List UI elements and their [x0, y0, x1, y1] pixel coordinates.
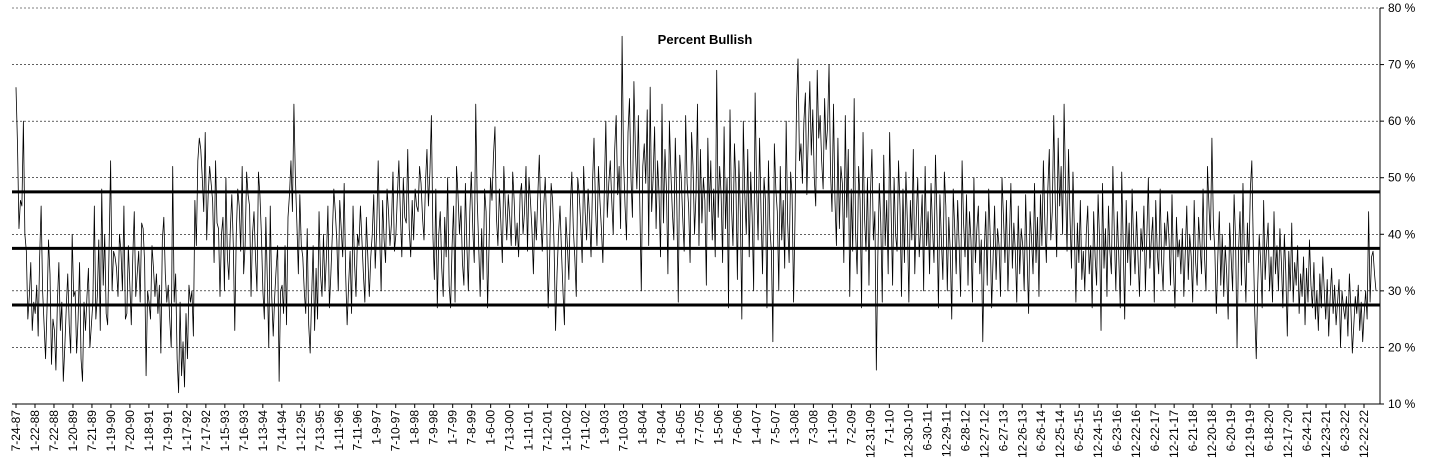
x-tick-label: 12-30-10	[901, 410, 915, 458]
x-tick-label: 1-11-01	[522, 410, 536, 451]
y-tick-label: 70 %	[1388, 58, 1416, 72]
x-tick-label: 6-26-14	[1034, 410, 1048, 452]
x-tick-label: 7-16-93	[237, 410, 251, 452]
series-layer	[15, 35, 1377, 394]
x-tick-label: 7-11-02	[579, 410, 593, 451]
x-tick-label: 7-12-01	[541, 410, 555, 452]
x-tick-label: 7-1-10	[882, 410, 896, 445]
x-tick-label: 12-19-19	[1243, 410, 1257, 458]
x-tick-label: 7-21-89	[85, 410, 99, 452]
x-tick-label: 7-19-91	[161, 410, 175, 452]
x-tick-label: 7-22-88	[47, 410, 61, 452]
x-tick-label: 6-24-21	[1300, 410, 1314, 452]
x-tick-label: 7-14-94	[275, 410, 289, 452]
x-tick-label: 1-20-89	[66, 410, 80, 452]
x-tick-label: 1-22-88	[28, 410, 42, 452]
x-tick-label: 12-22-22	[1357, 410, 1371, 458]
x-tick-label: 6-23-22	[1338, 410, 1352, 452]
x-tick-label: 6-23-16	[1110, 410, 1124, 452]
x-tick-label: 7-5-07	[768, 410, 782, 445]
x-tick-label: 1-8-98	[408, 410, 422, 445]
x-tick-label: 1-6-05	[674, 410, 688, 445]
x-tick-label: 12-29-11	[939, 410, 953, 457]
x-tick-label: 7-11-96	[351, 410, 365, 451]
x-tick-label: 1-15-93	[218, 410, 232, 452]
x-tick-label: 12-25-14	[1053, 410, 1067, 458]
x-tick-label: 1-18-91	[142, 410, 156, 452]
x-tick-label: 7-6-06	[730, 410, 744, 445]
x-axis: 7-24-87 1-22-88 7-22-88 1-20-89 7-21-89 1-19-…	[9, 404, 1371, 458]
x-tick-label: 12-21-17	[1167, 410, 1181, 458]
x-tick-label: 7-7-05	[692, 410, 706, 445]
x-tick-label: 7-13-00	[503, 410, 517, 452]
y-tick-label: 50 %	[1388, 171, 1416, 185]
x-tick-label: 12-20-18	[1205, 410, 1219, 458]
x-tick-label: 7-10-03	[617, 410, 631, 452]
x-tick-label: 7-8-04	[655, 410, 669, 445]
x-tick-label: 7-3-08	[806, 410, 820, 445]
x-tick-label: 7-13-95	[313, 410, 327, 452]
x-tick-label: 1-9-97	[370, 410, 384, 445]
y-tick-label: 60 %	[1388, 114, 1416, 128]
x-tick-label: 1-11-96	[332, 410, 346, 451]
y-tick-label: 40 %	[1388, 227, 1416, 241]
x-tick-label: 7-24-87	[9, 410, 23, 452]
x-tick-label: 1-13-94	[256, 410, 270, 452]
x-tick-label: 7-17-92	[199, 410, 213, 452]
x-tick-label: 1-1-09	[825, 410, 839, 445]
y-tick-label: 10 %	[1388, 397, 1416, 411]
x-tick-label: 1-3-08	[787, 410, 801, 445]
x-tick-label: 1-6-00	[484, 410, 498, 445]
chart-title: Percent Bullish	[658, 32, 753, 47]
x-tick-label: 1-9-03	[598, 410, 612, 445]
x-tick-label: 7-2-09	[844, 410, 858, 445]
x-tick-label: 6-18-20	[1262, 410, 1276, 452]
x-tick-label: 12-31-09	[863, 410, 877, 458]
x-tick-label: 1-7-99	[446, 410, 460, 445]
x-tick-label: 12-23-21	[1319, 410, 1333, 458]
x-tick-label: 6-27-13	[996, 410, 1010, 452]
x-tick-label: 1-5-06	[711, 410, 725, 445]
x-tick-label: 12-17-20	[1281, 410, 1295, 458]
reference-lines	[12, 190, 1380, 307]
y-tick-label: 30 %	[1388, 284, 1416, 298]
x-tick-label: 1-17-92	[180, 410, 194, 452]
x-tick-label: 7-10-97	[389, 410, 403, 452]
x-tick-label: 6-21-18	[1186, 410, 1200, 452]
x-tick-label: 6-30-11	[920, 410, 934, 451]
series-line-percent-bullish	[15, 35, 1377, 394]
y-tick-label: 80 %	[1388, 1, 1416, 15]
x-tick-label: 6-25-15	[1072, 410, 1086, 452]
x-tick-label: 7-9-98	[427, 410, 441, 445]
y-tick-label: 20 %	[1388, 340, 1416, 354]
x-tick-label: 7-8-99	[465, 410, 479, 445]
x-tick-label: 12-26-13	[1015, 410, 1029, 458]
x-tick-label: 1-10-02	[560, 410, 574, 452]
x-tick-label: 12-27-12	[977, 410, 991, 458]
x-tick-label: 6-20-19	[1224, 410, 1238, 452]
x-tick-label: 6-28-12	[958, 410, 972, 452]
x-tick-label: 1-12-95	[294, 410, 308, 452]
x-tick-label: 12-24-15	[1091, 410, 1105, 458]
x-tick-label: 7-20-90	[123, 410, 137, 452]
y-axis: 10 % 20 % 30 % 40 % 50 % 60 % 70 % 80 %	[1380, 1, 1416, 411]
x-tick-label: 12-22-16	[1129, 410, 1143, 458]
x-tick-label: 6-22-17	[1148, 410, 1162, 452]
x-tick-label: 1-19-90	[104, 410, 118, 452]
x-tick-label: 1-4-07	[749, 410, 763, 445]
x-tick-label: 1-8-04	[636, 410, 650, 445]
